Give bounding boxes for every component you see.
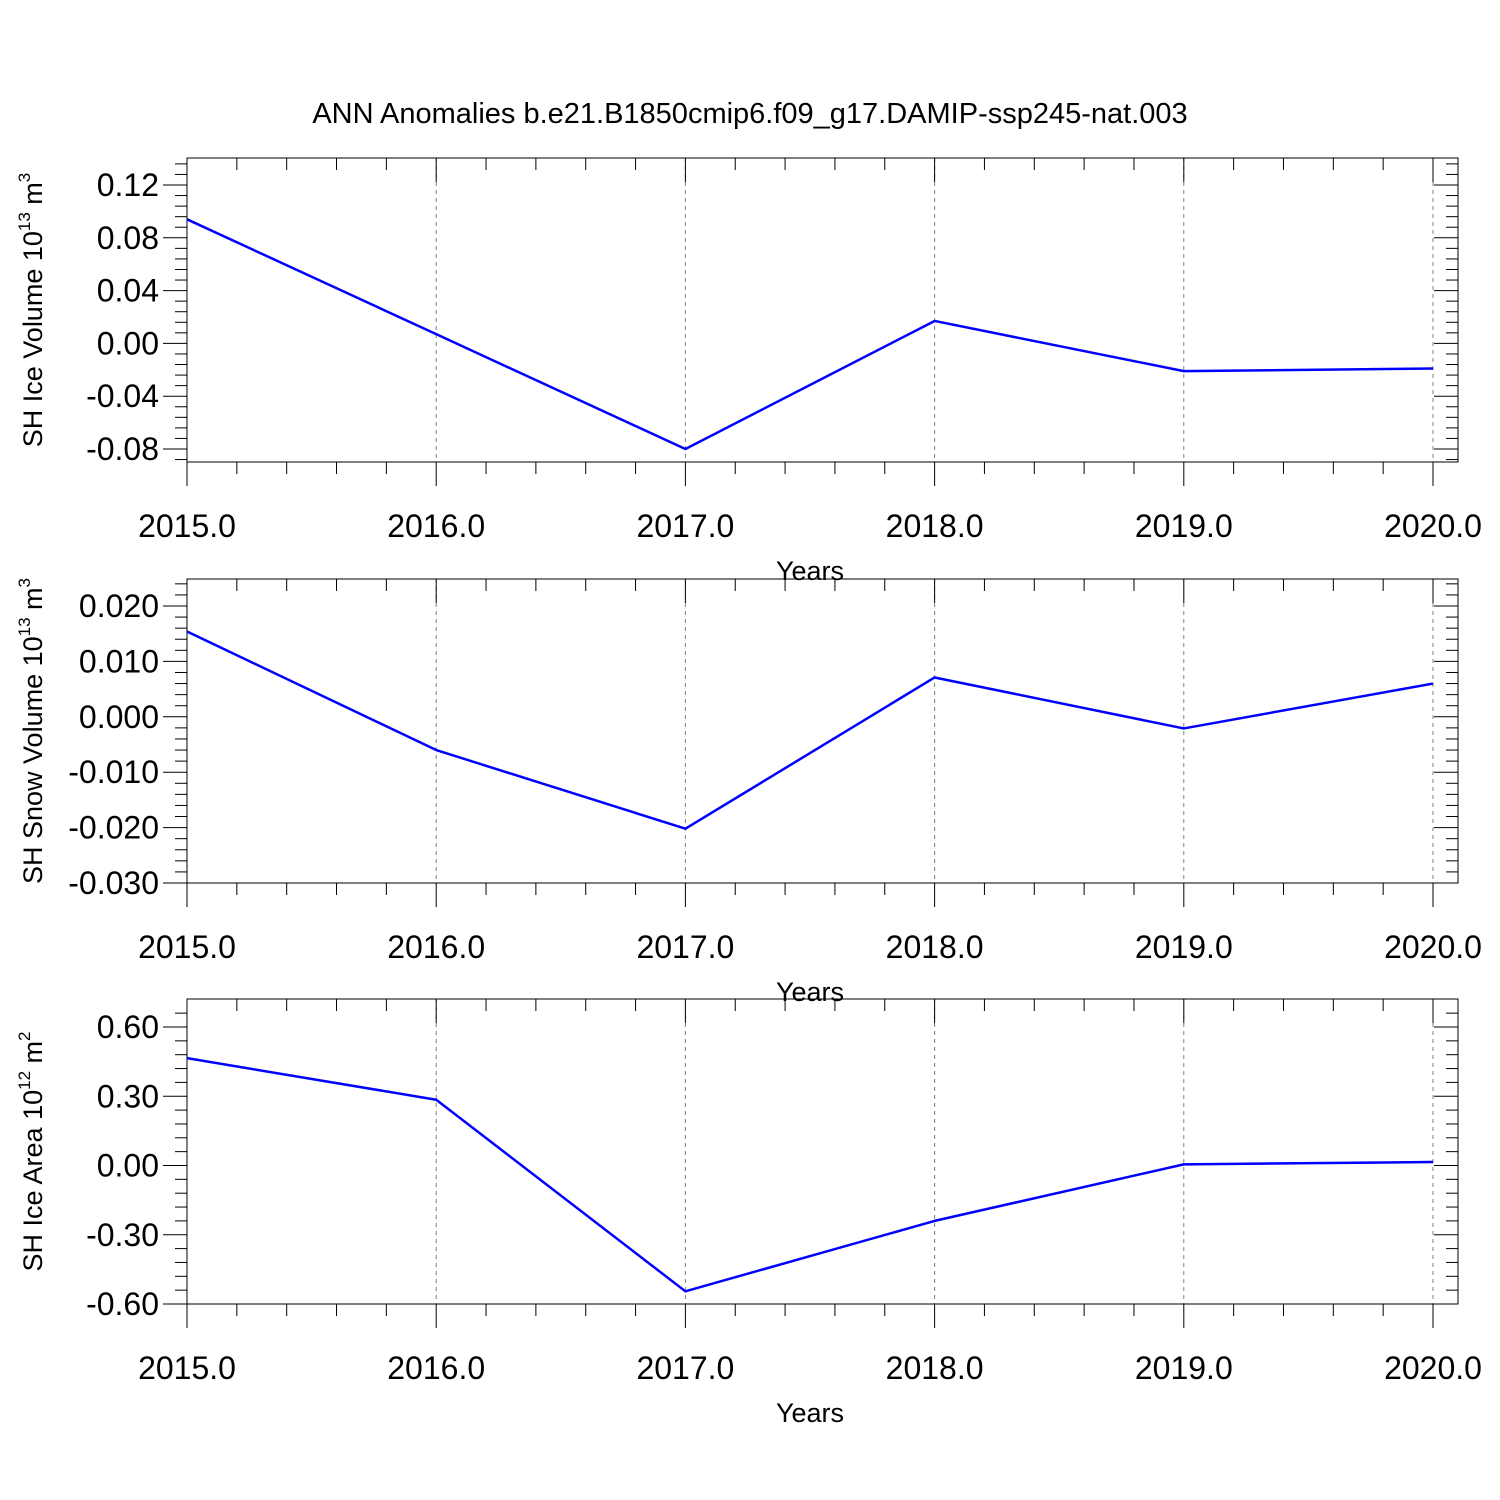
figure-title: ANN Anomalies b.e21.B1850cmip6.f09_g17.D… (312, 98, 1187, 130)
plot-frame (186, 578, 1459, 884)
y-axis-label-exponent: 12 (15, 1071, 34, 1090)
x-tick-label: 2020.0 (1384, 508, 1482, 544)
plot-frame (186, 157, 1459, 463)
x-tick-label: 2018.0 (886, 929, 984, 965)
y-tick-label: 0.60 (97, 1009, 159, 1045)
x-tick-label: 2019.0 (1135, 508, 1233, 544)
y-tick-label: 0.000 (79, 699, 159, 735)
panel-3: 2015.0 2016.0 2017.0 2018.0 2019.0 2020.0 Year… (15, 998, 1482, 1428)
y-axis-label-exponent: 13 (15, 212, 34, 231)
y-axis-label-unit-exponent: 2 (15, 1032, 34, 1041)
y-tick-label: 0.08 (97, 220, 159, 256)
x-tick-label: 2017.0 (636, 508, 734, 544)
y-axis-label-main: SH Snow Volume 10 (18, 636, 48, 884)
y-axis-label-main: SH Ice Volume 10 (18, 231, 48, 447)
x-tick-label: 2018.0 (886, 508, 984, 544)
y-axis-label-exponent: 13 (15, 617, 34, 636)
y-axis-label-unit: m (18, 182, 48, 212)
x-tick-label: 2020.0 (1384, 1350, 1482, 1386)
y-tick-label: 0.04 (97, 273, 159, 309)
y-axis-label: SH Ice Area 1012 m2 (15, 1032, 48, 1272)
plot-frame (186, 998, 1459, 1305)
y-axis-label-unit: m (18, 587, 48, 617)
x-tick-label: 2017.0 (636, 1350, 734, 1386)
series-line (186, 218, 1434, 451)
x-tick-label: 2020.0 (1384, 929, 1482, 965)
series-line (186, 1056, 1434, 1293)
x-tick-label: 2019.0 (1135, 929, 1233, 965)
panel-1: 2015.0 2016.0 2017.0 2018.0 2019.0 2020.0 Year… (15, 157, 1482, 586)
y-axis-label-unit-exponent: 3 (15, 173, 34, 182)
x-tick-label: 2016.0 (387, 1350, 485, 1386)
x-tick-label: 2018.0 (886, 1350, 984, 1386)
x-tick-label: 2017.0 (636, 929, 734, 965)
x-axis-label: Years (776, 1398, 844, 1428)
y-tick-label: 0.00 (97, 1148, 159, 1184)
y-axis-label-unit: m (18, 1041, 48, 1071)
x-axis-label: Years (776, 556, 844, 586)
y-tick-label: 0.010 (79, 643, 159, 679)
y-tick-label: -0.08 (86, 431, 159, 467)
y-axis-label-unit-exponent: 3 (15, 578, 34, 587)
x-tick-label: 2016.0 (387, 508, 485, 544)
x-tick-label: 2016.0 (387, 929, 485, 965)
y-tick-label: 0.30 (97, 1078, 159, 1114)
y-tick-label: -0.30 (86, 1217, 159, 1253)
x-tick-label: 2019.0 (1135, 1350, 1233, 1386)
x-tick-label: 2015.0 (138, 508, 236, 544)
x-tick-label: 2015.0 (138, 929, 236, 965)
y-tick-label: 0.12 (97, 167, 159, 203)
y-axis-label: SH Snow Volume 1013 m3 (15, 578, 48, 884)
y-tick-label: 0.020 (79, 588, 159, 624)
y-tick-label: -0.04 (86, 378, 159, 414)
y-axis-label: SH Ice Volume 1013 m3 (15, 173, 48, 448)
y-tick-label: 0.00 (97, 325, 159, 361)
x-tick-label: 2015.0 (138, 1350, 236, 1386)
series-line (186, 630, 1434, 830)
y-axis-label-main: SH Ice Area 10 (18, 1090, 48, 1272)
y-tick-label: -0.020 (68, 810, 159, 846)
x-axis-label: Years (776, 977, 844, 1007)
y-tick-label: -0.010 (68, 754, 159, 790)
y-tick-label: -0.030 (68, 865, 159, 901)
y-tick-label: -0.60 (86, 1286, 159, 1322)
panel-2: 2015.0 2016.0 2017.0 2018.0 2019.0 2020.0 Year… (15, 578, 1482, 1007)
